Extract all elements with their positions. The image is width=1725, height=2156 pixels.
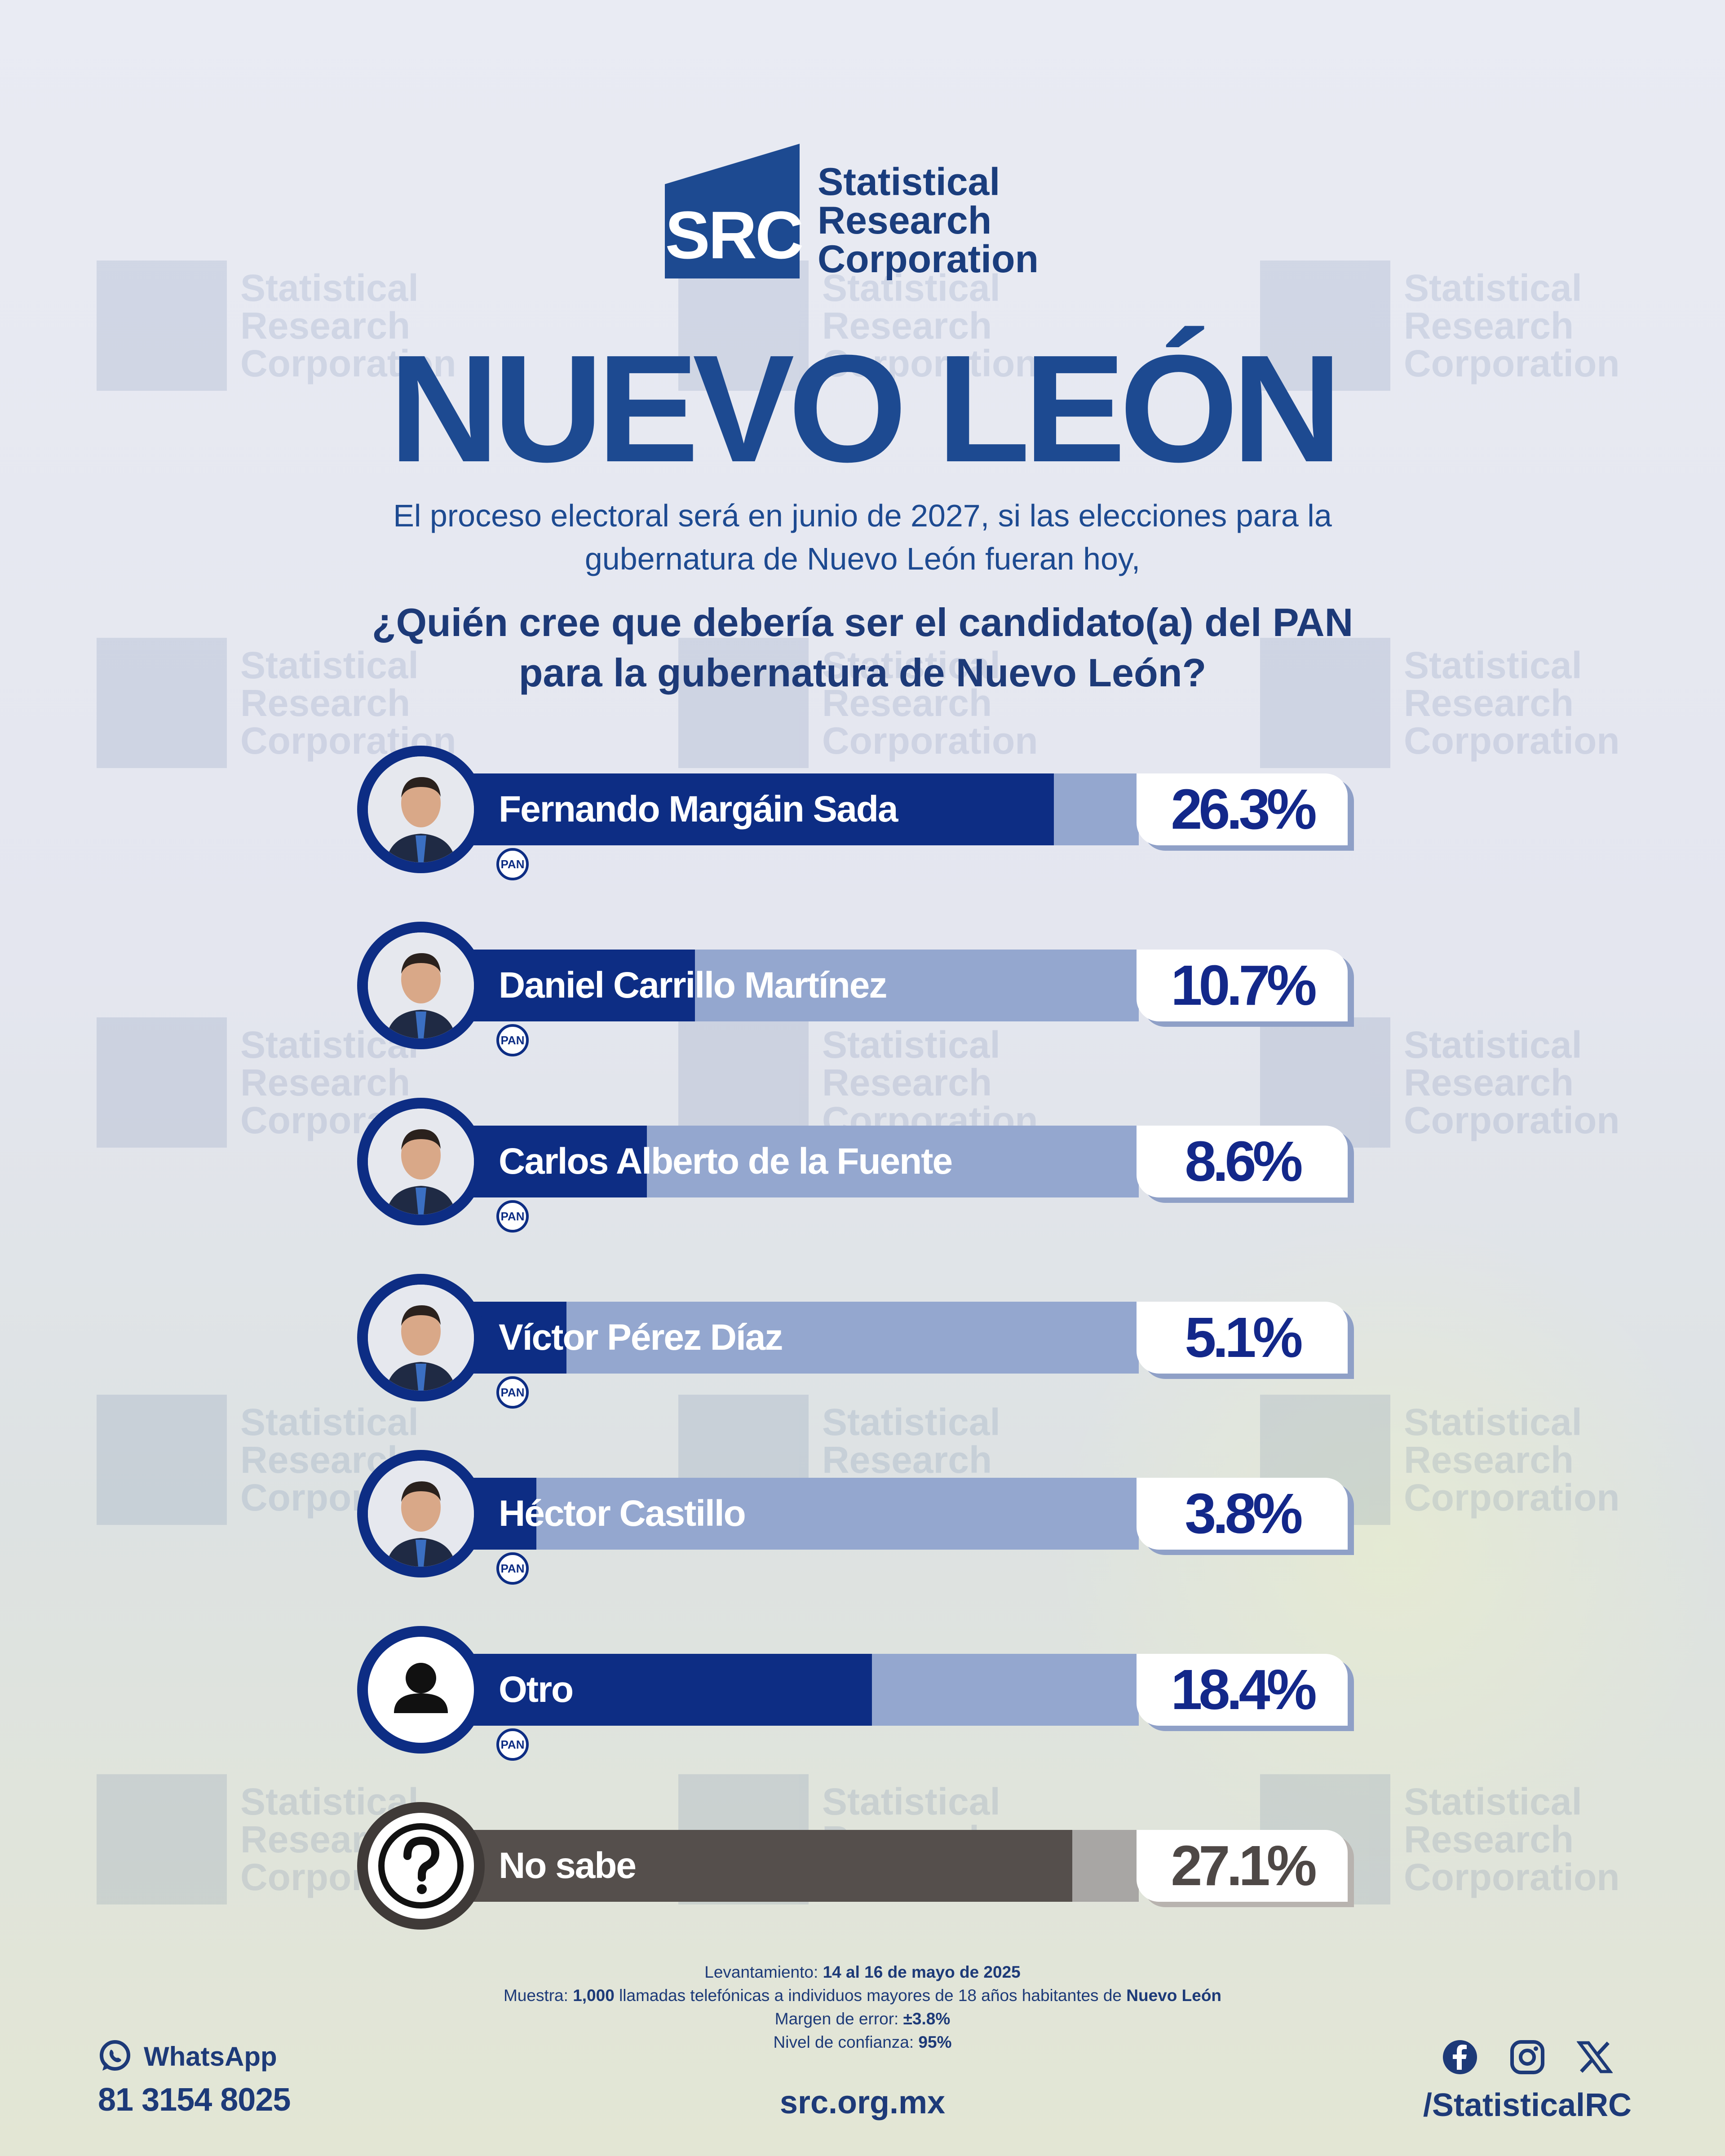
bar-category-label: No sabe bbox=[499, 1845, 637, 1886]
bar-value-label: 10.7% bbox=[1137, 950, 1348, 1021]
sample-count: 1,000 bbox=[573, 1986, 615, 2005]
sample-text: llamadas telefónicas a individuos mayore… bbox=[619, 1986, 1122, 2005]
survey-question: ¿Quién cree que debería ser el candidato… bbox=[225, 597, 1500, 698]
pan-party-badge: PAN bbox=[496, 1024, 529, 1056]
question-line2: para la gubernatura de Nuevo León? bbox=[518, 650, 1207, 695]
bar-value-label: 8.6% bbox=[1137, 1126, 1348, 1197]
src-logo: SRC Statistical Research Corporation bbox=[665, 144, 1039, 278]
logo-mark-text: SRC bbox=[665, 197, 804, 273]
methodology-sample: Muestra: 1,000 llamadas telefónicas a in… bbox=[0, 1984, 1725, 2007]
candidate-photo bbox=[368, 1285, 474, 1391]
bar-category-label: Otro bbox=[499, 1669, 574, 1710]
bar-row: Héctor Castillo 3.8% PAN bbox=[0, 1450, 1725, 1594]
person-icon bbox=[394, 1663, 448, 1713]
social-links: /StatisticalRC bbox=[1415, 2039, 1640, 2124]
logo-name-line2: Research bbox=[818, 199, 992, 242]
intro-text: El proceso electoral será en junio de 20… bbox=[314, 494, 1411, 580]
website-link[interactable]: src.org.mx bbox=[779, 2085, 946, 2121]
whatsapp-number[interactable]: 81 3154 8025 bbox=[98, 2082, 291, 2118]
facebook-icon[interactable] bbox=[1442, 2039, 1478, 2075]
candidate-photo bbox=[368, 756, 474, 862]
bar-category-label: Daniel Carrillo Martínez bbox=[499, 965, 887, 1006]
margin-label: Margen de error: bbox=[774, 2010, 899, 2028]
whatsapp-contact[interactable]: WhatsApp 81 3154 8025 bbox=[98, 2039, 291, 2118]
pan-party-badge: PAN bbox=[496, 848, 529, 880]
bar-track bbox=[449, 950, 1139, 1021]
question-mark-icon bbox=[378, 1823, 464, 1909]
bar-row: No sabe 27.1% bbox=[0, 1802, 1725, 1946]
bar-category-label: Héctor Castillo bbox=[499, 1493, 746, 1534]
bar-category-label: Carlos Alberto de la Fuente bbox=[499, 1141, 953, 1182]
candidate-avatar bbox=[357, 1098, 485, 1225]
bar-value-label: 5.1% bbox=[1137, 1302, 1348, 1374]
fieldwork-label: Levantamiento: bbox=[704, 1963, 818, 1981]
methodology-fieldwork: Levantamiento: 14 al 16 de mayo de 2025 bbox=[0, 1961, 1725, 1984]
bar-track bbox=[449, 773, 1139, 845]
pan-party-badge: PAN bbox=[496, 1200, 529, 1233]
candidate-avatar bbox=[357, 1450, 485, 1577]
bar-fill bbox=[449, 773, 1054, 845]
generic-person-avatar bbox=[357, 1626, 485, 1754]
bar-value-label: 3.8% bbox=[1137, 1478, 1348, 1550]
pan-party-badge: PAN bbox=[496, 1376, 529, 1409]
bar-category-label: Fernando Margáin Sada bbox=[499, 789, 898, 830]
confidence-value: 95% bbox=[918, 2033, 952, 2051]
instagram-icon[interactable] bbox=[1509, 2039, 1545, 2075]
bar-row: Fernando Margáin Sada 26.3% PAN bbox=[0, 746, 1725, 889]
bar-track bbox=[449, 1654, 1139, 1726]
bar-track bbox=[449, 1830, 1139, 1902]
bar-fill bbox=[449, 1830, 1072, 1902]
sample-place: Nuevo León bbox=[1126, 1986, 1222, 2005]
methodology-confidence: Nivel de confianza: 95% bbox=[0, 2031, 1725, 2054]
methodology-margin: Margen de error: ±3.8% bbox=[0, 2007, 1725, 2031]
pan-party-badge: PAN bbox=[496, 1728, 529, 1761]
sample-label: Muestra: bbox=[503, 1986, 568, 2005]
question-line1: ¿Quién cree que debería ser el candidato… bbox=[372, 600, 1353, 645]
intro-line2: gubernatura de Nuevo León fueran hoy, bbox=[584, 541, 1141, 576]
candidate-avatar bbox=[357, 746, 485, 873]
candidate-photo bbox=[368, 1461, 474, 1567]
candidate-avatar bbox=[357, 1274, 485, 1401]
bar-row: Daniel Carrillo Martínez 10.7% PAN bbox=[0, 922, 1725, 1065]
candidate-photo bbox=[368, 932, 474, 1038]
intro-line1: El proceso electoral será en junio de 20… bbox=[393, 498, 1332, 533]
question-avatar bbox=[357, 1802, 485, 1930]
fieldwork-value: 14 al 16 de mayo de 2025 bbox=[823, 1963, 1021, 1981]
candidate-photo bbox=[368, 1109, 474, 1215]
bar-value-label: 18.4% bbox=[1137, 1654, 1348, 1726]
whatsapp-label: WhatsApp bbox=[144, 2041, 277, 2072]
bar-row: Otro 18.4% PAN bbox=[0, 1626, 1725, 1770]
bar-fill bbox=[449, 1654, 872, 1726]
bar-track bbox=[449, 1126, 1139, 1197]
margin-value: ±3.8% bbox=[903, 2010, 951, 2028]
bar-row: Víctor Pérez Díaz 5.1% PAN bbox=[0, 1274, 1725, 1418]
logo-mark: SRC bbox=[665, 144, 804, 278]
bar-row: Carlos Alberto de la Fuente 8.6% PAN bbox=[0, 1098, 1725, 1241]
methodology: Levantamiento: 14 al 16 de mayo de 2025 … bbox=[0, 1961, 1725, 2054]
bar-category-label: Víctor Pérez Díaz bbox=[499, 1317, 783, 1358]
page-title: NUEVO LEÓN bbox=[389, 323, 1342, 494]
bar-value-label: 26.3% bbox=[1137, 773, 1348, 845]
bar-fill bbox=[449, 950, 695, 1021]
confidence-label: Nivel de confianza: bbox=[773, 2033, 914, 2051]
logo-name-line1: Statistical bbox=[818, 160, 1000, 203]
pan-party-badge: PAN bbox=[496, 1552, 529, 1585]
social-handle[interactable]: /StatisticalRC bbox=[1423, 2087, 1632, 2123]
x-icon[interactable] bbox=[1577, 2039, 1613, 2075]
candidate-avatar bbox=[357, 922, 485, 1049]
logo-name-line3: Corporation bbox=[818, 238, 1039, 281]
whatsapp-icon bbox=[100, 2040, 130, 2071]
bar-value-label: 27.1% bbox=[1137, 1830, 1348, 1902]
logo-name: Statistical Research Corporation bbox=[818, 163, 1039, 278]
